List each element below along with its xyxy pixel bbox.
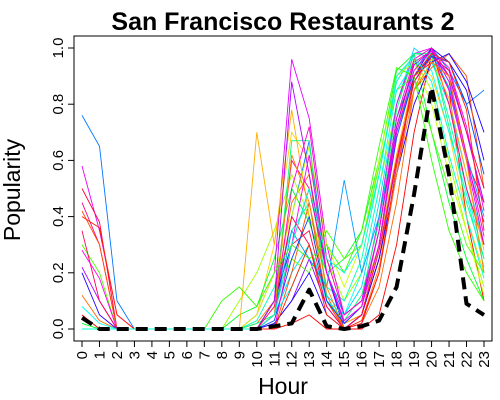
x-tick-label: 13 [301,351,318,368]
x-tick-label: 6 [179,351,196,359]
x-tick-label: 11 [266,351,283,367]
y-tick-label: 0.2 [50,262,67,283]
x-tick-label: 18 [389,351,406,368]
y-axis: 0.0 0.2 0.4 0.6 0.8 1.0 [50,38,75,340]
x-tick-label: 17 [371,351,388,368]
x-tick-label: 5 [161,351,178,359]
x-tick-label: 10 [249,351,266,368]
x-tick-label: 7 [196,351,213,359]
x-tick-label: 9 [231,351,248,359]
y-tick-label: 0.4 [50,206,67,227]
x-tick-label: 19 [406,351,423,368]
x-tick-label: 2 [109,351,126,359]
y-tick-label: 0.8 [50,94,67,115]
x-tick-label: 1 [92,351,109,359]
x-tick-label: 4 [144,351,161,359]
x-tick-label: 12 [284,351,301,368]
x-axis-title: Hour [258,373,308,399]
x-tick-label: 22 [459,351,476,368]
x-tick-label: 0 [74,351,91,359]
y-tick-label: 1.0 [50,38,67,59]
x-tick-label: 3 [126,351,143,359]
x-tick-label: 23 [476,351,493,368]
series-layer [81,46,485,330]
mean-line-layer [80,85,486,331]
x-tick-label: 20 [424,351,441,368]
x-tick-label: 8 [214,351,231,359]
mean-line [80,85,486,331]
chart-title: San Francisco Restaurants 2 [111,8,454,36]
y-tick-label: 0.6 [50,150,67,171]
x-tick-label: 15 [336,351,353,368]
series-line-30 [82,55,485,330]
y-tick-label: 0.0 [50,319,67,340]
x-tick-label: 21 [441,351,458,368]
x-tick-label: 14 [319,351,336,368]
x-tick-label: 16 [354,351,371,368]
x-axis: 0 1 2 3 4 5 6 7 8 9 10 11 12 13 14 15 16 17 18 19 20 21 22 23 [74,340,493,368]
y-axis-title: Popularity [0,138,25,241]
